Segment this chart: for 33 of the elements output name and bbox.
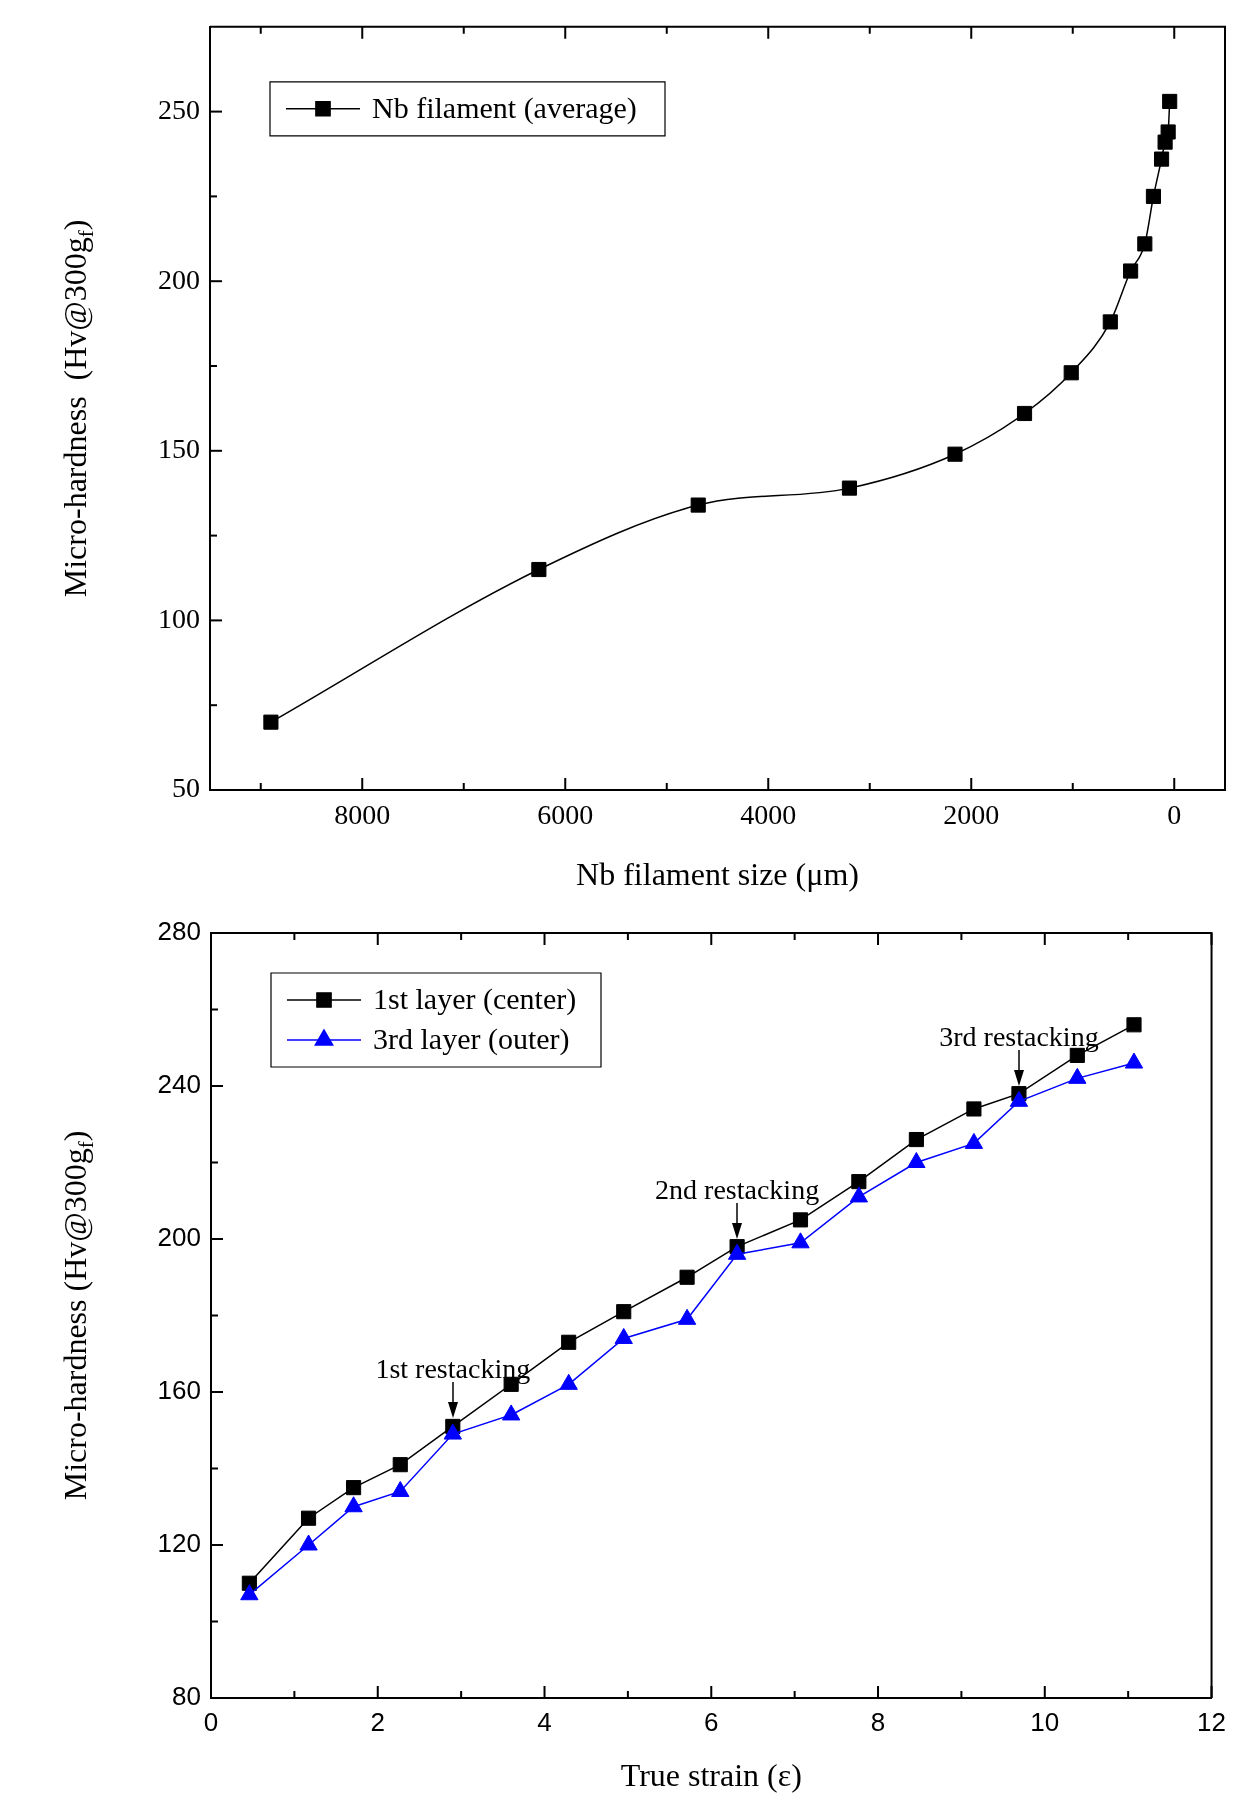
x-tick-label: 6: [704, 1706, 719, 1737]
x-axis-title: True strain (ε): [620, 1757, 802, 1794]
x-tick-label: 0: [1167, 799, 1182, 831]
y-axis-title: Micro-hardness (Hv@300gf): [57, 1130, 98, 1501]
legend-label: 3rd layer (outer): [373, 1021, 570, 1056]
x-tick-label: 4000: [740, 799, 797, 831]
y-tick-label: 160: [157, 1375, 201, 1406]
y-tick-label: 250: [158, 93, 200, 125]
y-axis-title: Micro-hardness (Hv@300gf): [57, 219, 98, 598]
legend-label: Nb filament (average): [372, 90, 637, 125]
x-tick-label: 8: [870, 1706, 886, 1737]
x-tick-label: 2000: [943, 799, 1000, 831]
y-tick-label: 280: [157, 916, 201, 947]
x-tick-label: 10: [1030, 1706, 1060, 1737]
x-tick-label: 4: [537, 1706, 552, 1737]
y-tick-label: 120: [157, 1528, 201, 1559]
x-tick-label: 12: [1197, 1706, 1226, 1737]
y-tick-label: 50: [172, 772, 200, 804]
y-tick-label: 80: [172, 1681, 201, 1712]
y-tick-label: 200: [158, 263, 200, 295]
x-tick-label: 0: [203, 1706, 219, 1737]
y-tick-label: 150: [158, 433, 200, 465]
x-tick-label: 8000: [334, 799, 391, 831]
annotation: 2nd restacking: [655, 1173, 820, 1205]
y-tick-label: 200: [157, 1222, 201, 1253]
y-tick-label: 100: [158, 602, 200, 634]
annotation: 3rd restacking: [939, 1020, 1099, 1052]
legend-label: 1st layer (center): [373, 981, 577, 1016]
x-tick-label: 2: [370, 1706, 385, 1737]
y-tick-label: 240: [157, 1069, 201, 1100]
annotation: 1st restacking: [375, 1353, 531, 1385]
x-axis-title: Nb filament size (μm): [576, 856, 859, 893]
x-tick-label: 6000: [537, 799, 594, 831]
